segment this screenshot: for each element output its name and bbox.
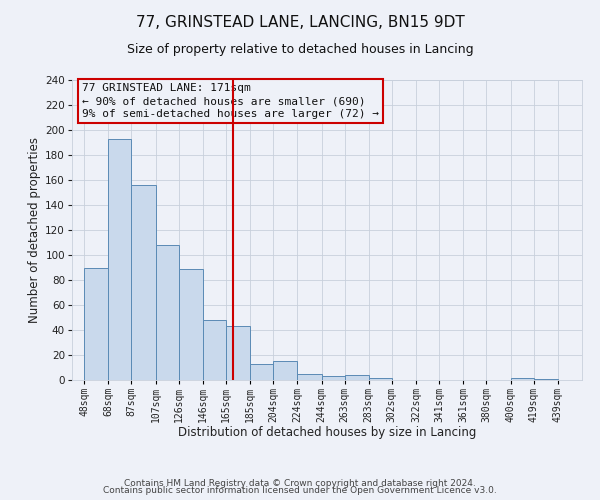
- Text: Contains public sector information licensed under the Open Government Licence v3: Contains public sector information licen…: [103, 486, 497, 495]
- Bar: [131, 185, 155, 380]
- Bar: [250, 364, 273, 380]
- Bar: [179, 269, 203, 380]
- Bar: [84, 268, 109, 380]
- Bar: [203, 320, 226, 380]
- Text: 77, GRINSTEAD LANE, LANCING, BN15 9DT: 77, GRINSTEAD LANE, LANCING, BN15 9DT: [136, 15, 464, 30]
- Text: Size of property relative to detached houses in Lancing: Size of property relative to detached ho…: [127, 42, 473, 56]
- Bar: [155, 245, 179, 380]
- Bar: [298, 374, 322, 380]
- Bar: [226, 326, 250, 380]
- Bar: [533, 379, 558, 380]
- Bar: [511, 378, 533, 380]
- Bar: [322, 376, 344, 380]
- Text: Contains HM Land Registry data © Crown copyright and database right 2024.: Contains HM Land Registry data © Crown c…: [124, 478, 476, 488]
- X-axis label: Distribution of detached houses by size in Lancing: Distribution of detached houses by size …: [178, 426, 476, 440]
- Y-axis label: Number of detached properties: Number of detached properties: [28, 137, 41, 323]
- Bar: [344, 375, 369, 380]
- Text: 77 GRINSTEAD LANE: 171sqm
← 90% of detached houses are smaller (690)
9% of semi-: 77 GRINSTEAD LANE: 171sqm ← 90% of detac…: [82, 83, 379, 120]
- Bar: [273, 361, 298, 380]
- Bar: [109, 138, 131, 380]
- Bar: [369, 378, 392, 380]
